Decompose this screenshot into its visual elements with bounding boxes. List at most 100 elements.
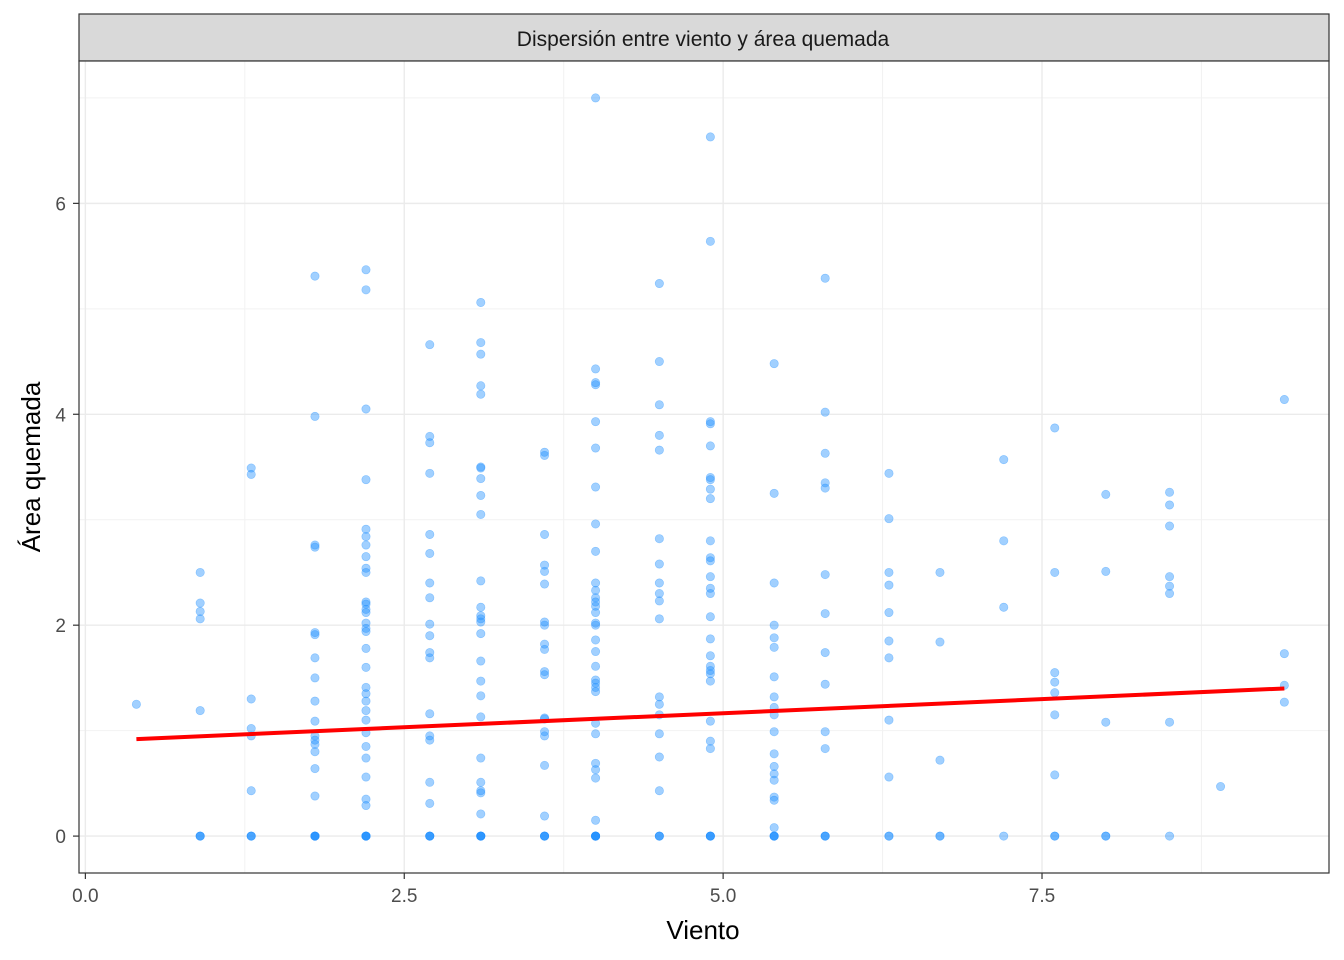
- data-point: [705, 831, 715, 841]
- data-point: [654, 578, 664, 588]
- data-point: [705, 666, 715, 676]
- data-point: [476, 712, 486, 722]
- data-point: [361, 753, 371, 763]
- data-point: [591, 758, 601, 768]
- data-point: [705, 583, 715, 593]
- data-point: [476, 831, 486, 841]
- data-point: [654, 559, 664, 569]
- data-point: [195, 614, 205, 624]
- data-point: [310, 831, 320, 841]
- data-point: [705, 473, 715, 483]
- data-point: [476, 381, 486, 391]
- data-point: [591, 729, 601, 739]
- data-point: [361, 532, 371, 542]
- data-point: [705, 744, 715, 754]
- panel-border: [78, 60, 1330, 874]
- data-point: [1165, 717, 1175, 727]
- data-point: [361, 563, 371, 573]
- data-point: [361, 643, 371, 653]
- data-point: [654, 589, 664, 599]
- data-point: [705, 132, 715, 142]
- data-point: [361, 604, 371, 614]
- data-point: [310, 696, 320, 706]
- data-point: [425, 438, 435, 448]
- data-point: [361, 552, 371, 562]
- data-point: [705, 831, 715, 841]
- data-point: [310, 831, 320, 841]
- data-point: [476, 777, 486, 787]
- data-point: [769, 672, 779, 682]
- data-point: [361, 682, 371, 692]
- data-point: [705, 536, 715, 546]
- data-point: [769, 488, 779, 498]
- data-point: [361, 599, 371, 609]
- data-point: [1101, 831, 1111, 841]
- data-point: [310, 411, 320, 421]
- data-point: [1050, 770, 1060, 780]
- data-point: [820, 831, 830, 841]
- data-point: [195, 706, 205, 716]
- data-point: [884, 567, 894, 577]
- data-point: [999, 602, 1009, 612]
- data-point: [820, 483, 830, 493]
- data-point: [361, 608, 371, 618]
- data-point: [476, 676, 486, 686]
- data-point: [705, 441, 715, 451]
- data-point: [1165, 589, 1175, 599]
- data-point: [1165, 581, 1175, 591]
- data-point: [425, 709, 435, 719]
- data-point: [1165, 831, 1175, 841]
- data-point: [769, 642, 779, 652]
- data-point: [476, 831, 486, 841]
- data-point: [591, 620, 601, 630]
- data-point: [540, 566, 550, 576]
- data-point: [820, 744, 830, 754]
- data-point: [361, 706, 371, 716]
- data-point: [310, 831, 320, 841]
- data-point: [476, 602, 486, 612]
- data-point: [1101, 566, 1111, 576]
- data-point: [769, 795, 779, 805]
- data-point: [705, 736, 715, 746]
- data-point: [1050, 831, 1060, 841]
- data-point: [705, 669, 715, 679]
- data-point: [361, 597, 371, 607]
- data-point: [591, 618, 601, 628]
- minor-gridlines: [79, 61, 1329, 873]
- data-point: [425, 777, 435, 787]
- data-point: [705, 494, 715, 504]
- data-point: [654, 729, 664, 739]
- y-tick-label: 0: [55, 827, 66, 848]
- data-point: [195, 831, 205, 841]
- data-point: [705, 553, 715, 563]
- data-point: [540, 831, 550, 841]
- data-point: [705, 419, 715, 429]
- data-point: [1216, 782, 1226, 792]
- data-point: [361, 772, 371, 782]
- data-point: [591, 608, 601, 618]
- data-point: [884, 580, 894, 590]
- data-point: [884, 608, 894, 618]
- data-point: [476, 297, 486, 307]
- data-point: [361, 831, 371, 841]
- data-point: [769, 692, 779, 702]
- data-point: [310, 540, 320, 550]
- data-point: [361, 715, 371, 725]
- data-point: [1050, 831, 1060, 841]
- data-point: [540, 617, 550, 627]
- data-point: [1050, 668, 1060, 678]
- data-point: [425, 529, 435, 539]
- data-point: [310, 271, 320, 281]
- data-point: [246, 831, 256, 841]
- data-point: [476, 809, 486, 819]
- data-point: [361, 567, 371, 577]
- data-point: [476, 389, 486, 399]
- data-point: [705, 661, 715, 671]
- data-point: [425, 798, 435, 808]
- data-point: [705, 716, 715, 726]
- data-point: [476, 576, 486, 586]
- data-point: [769, 749, 779, 759]
- data-point: [705, 484, 715, 494]
- data-point: [591, 378, 601, 388]
